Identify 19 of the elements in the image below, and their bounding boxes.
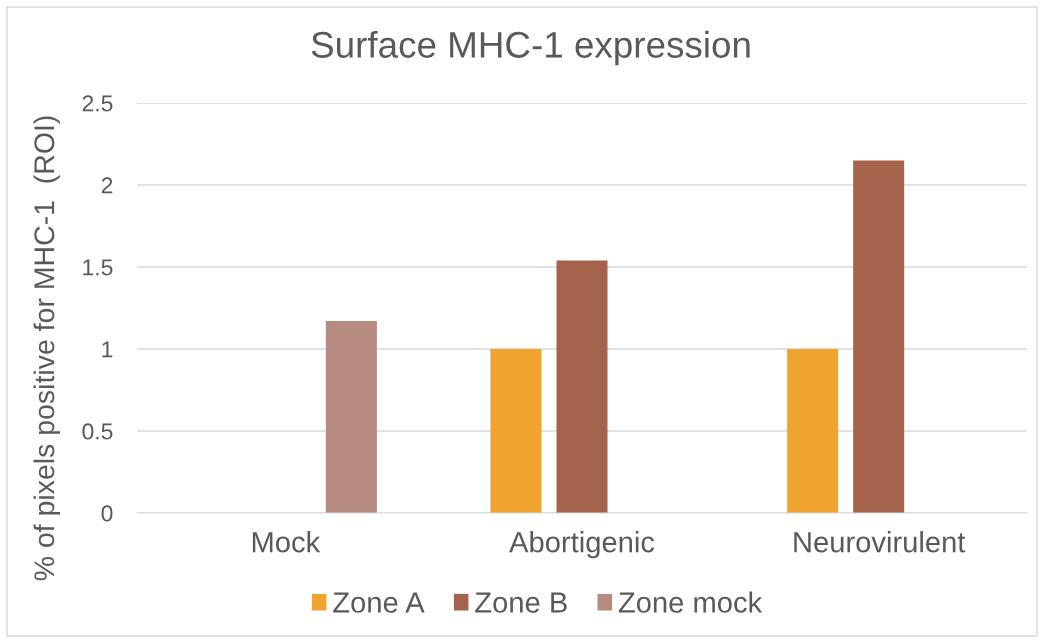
y-tick-label: 0.5 <box>82 423 113 440</box>
x-tick-label: Abortigenic <box>509 531 655 559</box>
chart-title: Surface MHC-1 expression <box>311 30 750 66</box>
y-tick-label: 0 <box>101 505 113 522</box>
bar <box>853 160 905 513</box>
bar <box>556 260 608 513</box>
bar <box>787 349 839 513</box>
y-tick-label: 1.5 <box>83 259 113 276</box>
y-tick-label: 2 <box>101 177 113 194</box>
y-axis-title: % of pixels positive for MHC-1 (ROI) <box>33 116 60 581</box>
bar <box>325 321 377 513</box>
bar <box>490 349 542 513</box>
x-tick-label: Mock <box>252 531 321 553</box>
y-tick-label: 1 <box>102 341 113 358</box>
legend-label: Zone mock <box>618 591 763 613</box>
legend-label: Zone B <box>475 592 567 613</box>
x-tick-label: Neurovirulent <box>794 531 966 553</box>
legend-label: Zone A <box>333 592 425 613</box>
y-tick-label: 2.5 <box>82 95 113 112</box>
